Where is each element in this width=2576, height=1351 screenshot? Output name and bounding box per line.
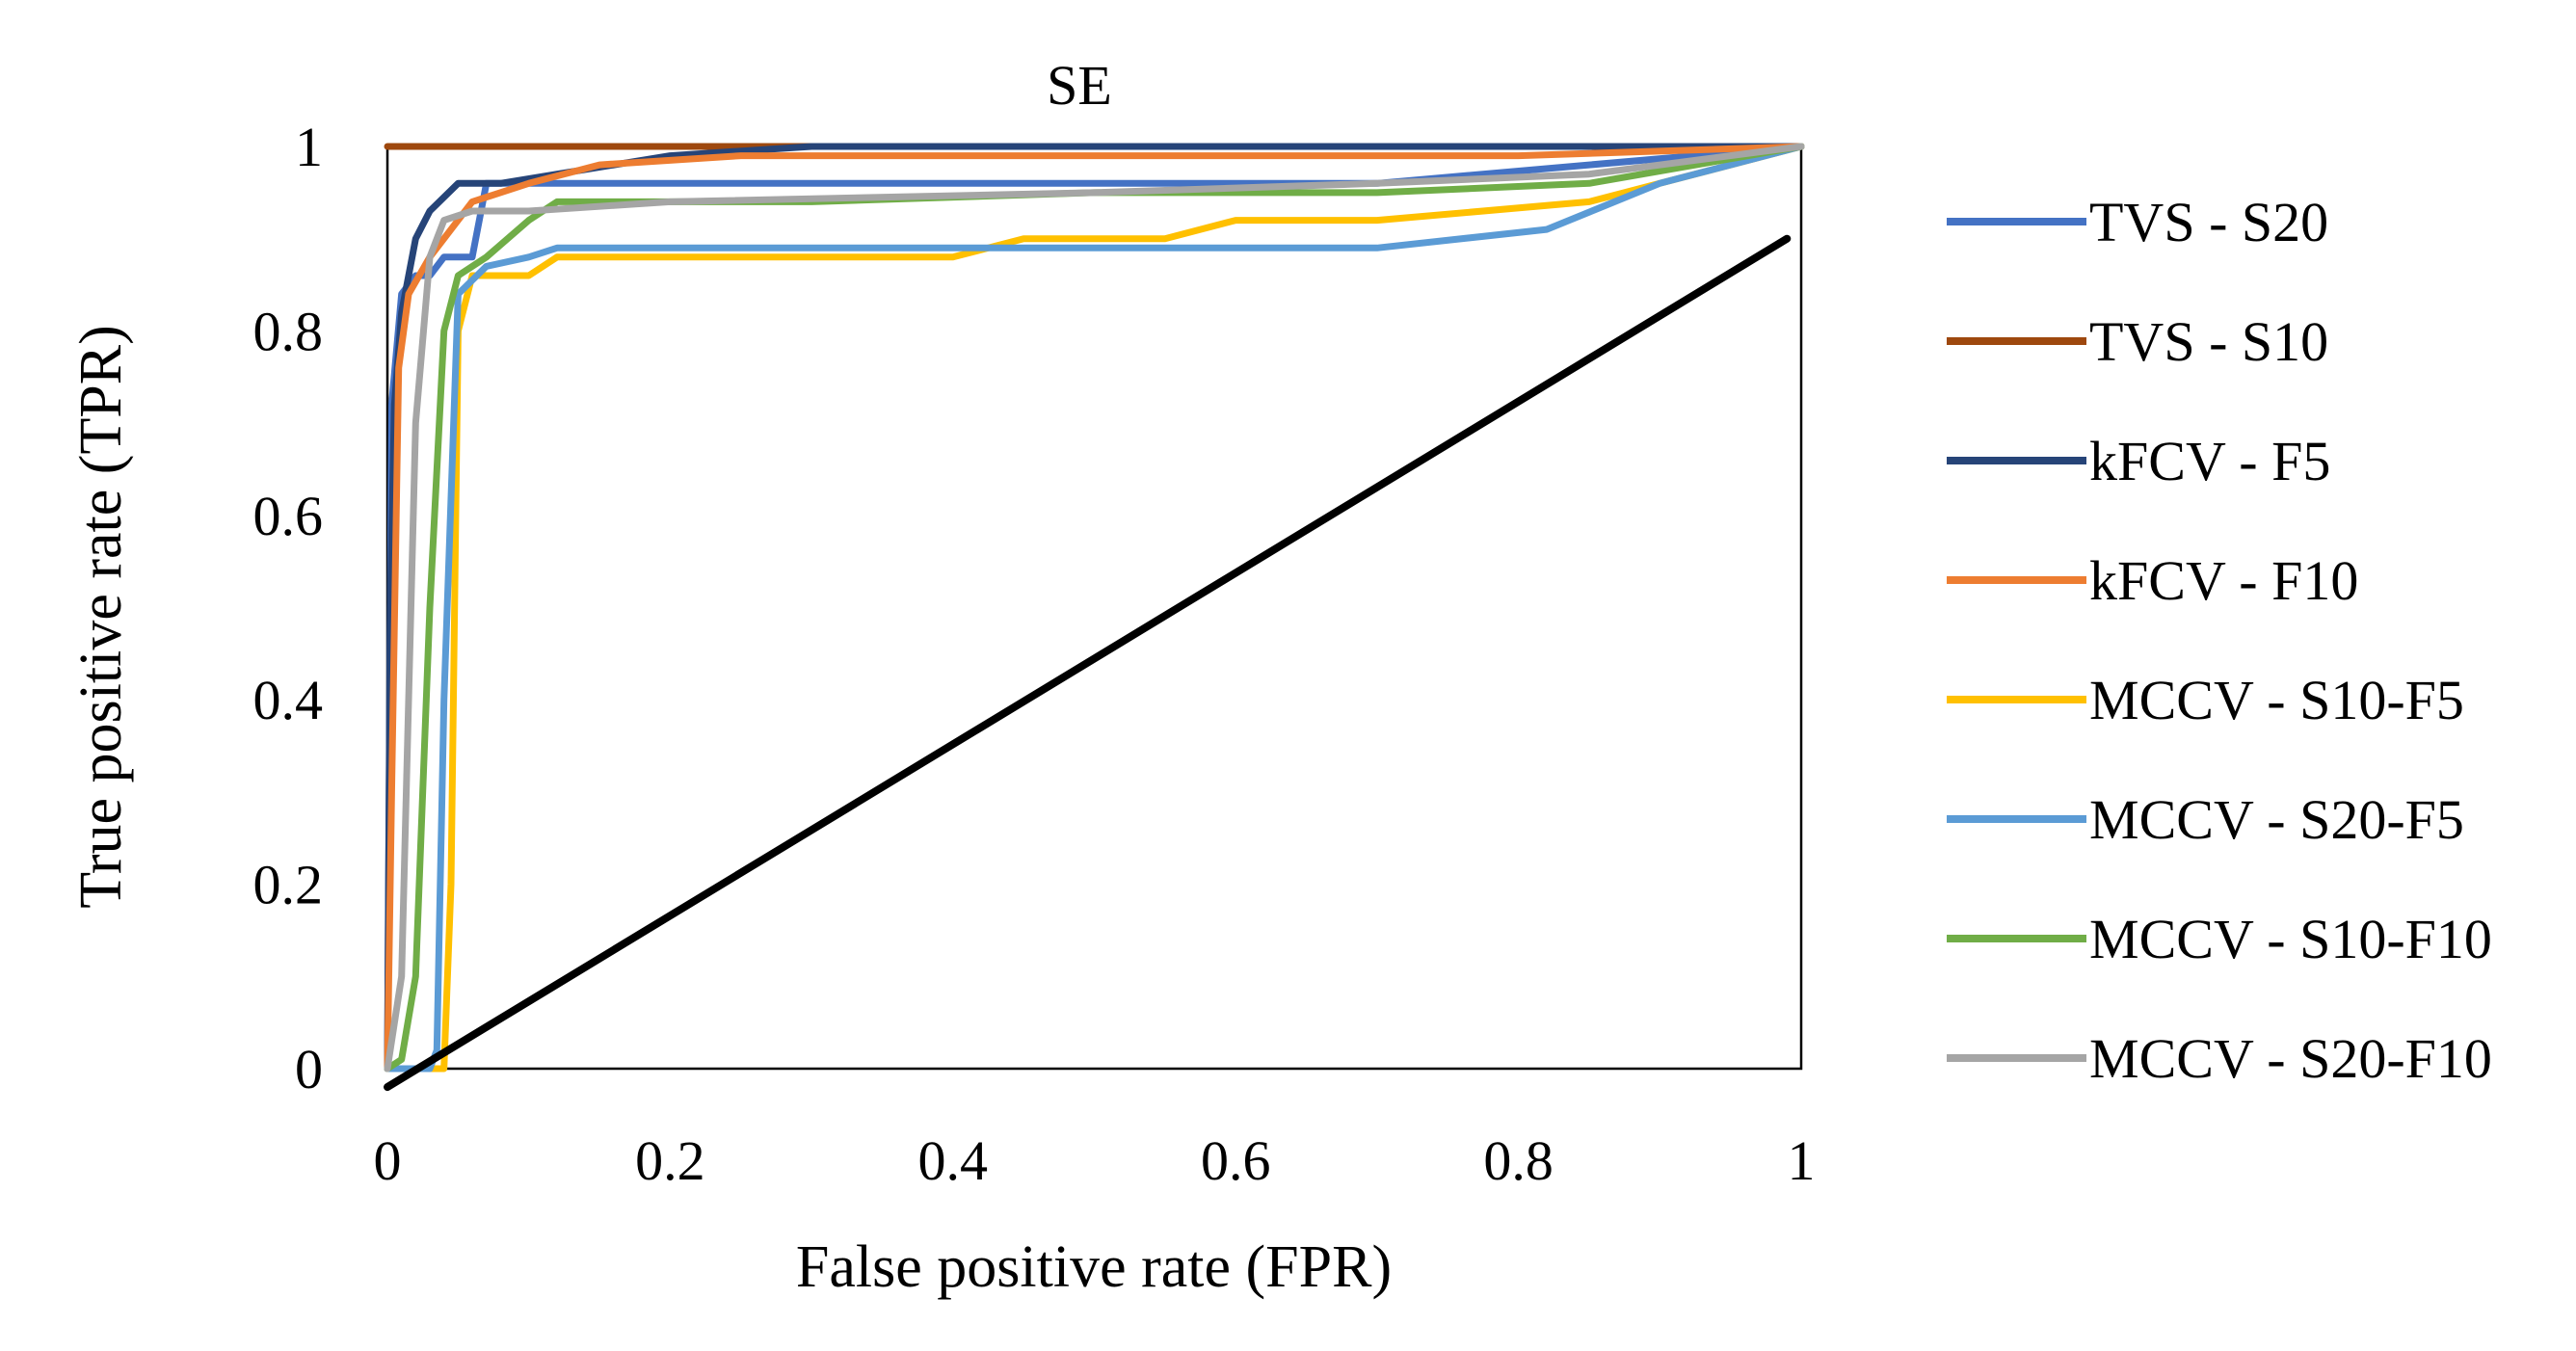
legend-label: kFCV - F10 [2089,549,2358,612]
reference-diagonal-line [384,234,1792,1092]
x-axis-label: False positive rate (FPR) [796,1234,1392,1300]
series-line-mccv-s20-f10 [384,143,1805,1073]
series-line-kfcv-f5 [384,143,1805,1073]
legend: TVS - S20 TVS - S10 kFCV - F5 kFCV - F10 MCC… [1947,191,2492,1090]
legend-label: MCCV - S10-F5 [2089,669,2464,731]
y-tick-label: 0 [295,1038,323,1100]
series-line-kfcv-f10 [384,143,1805,1073]
plot-area-border [385,145,1803,1071]
legend-label: kFCV - F5 [2089,430,2330,492]
series-line-mccv-s10-f5 [384,143,1805,1073]
x-tick-label: 0.2 [635,1129,705,1192]
y-tick-label: 0.2 [253,854,324,916]
x-tick-label: 0.8 [1483,1129,1554,1192]
x-tick-label: 1 [1788,1129,1816,1192]
x-tick-label: 0.6 [1201,1129,1271,1192]
x-tick-label: 0 [374,1129,402,1192]
y-tick-label: 1 [295,116,323,178]
y-tick-label: 0.6 [253,485,324,547]
x-axis-ticks: 0 0.2 0.4 0.6 0.8 1 [374,1129,1816,1192]
series-layer [384,143,1805,1092]
x-tick-label: 0.4 [918,1129,989,1192]
series-line-tvs-s20 [384,143,1805,1073]
legend-label: MCCV - S10-F10 [2089,908,2492,970]
series-line-mccv-s20-f5 [384,143,1805,1073]
legend-label: TVS - S20 [2089,191,2328,253]
series-line-mccv-s10-f10 [384,143,1805,1073]
chart-title: SE [1047,54,1112,117]
legend-label: MCCV - S20-F5 [2089,788,2464,851]
legend-label: MCCV - S20-F10 [2089,1027,2492,1090]
y-axis-ticks: 0 0.2 0.4 0.6 0.8 1 [253,116,324,1100]
legend-label: TVS - S10 [2089,310,2328,373]
y-axis-label: True positive rate (TPR) [68,325,134,909]
y-tick-label: 0.4 [253,669,324,731]
y-tick-label: 0.8 [253,300,324,362]
